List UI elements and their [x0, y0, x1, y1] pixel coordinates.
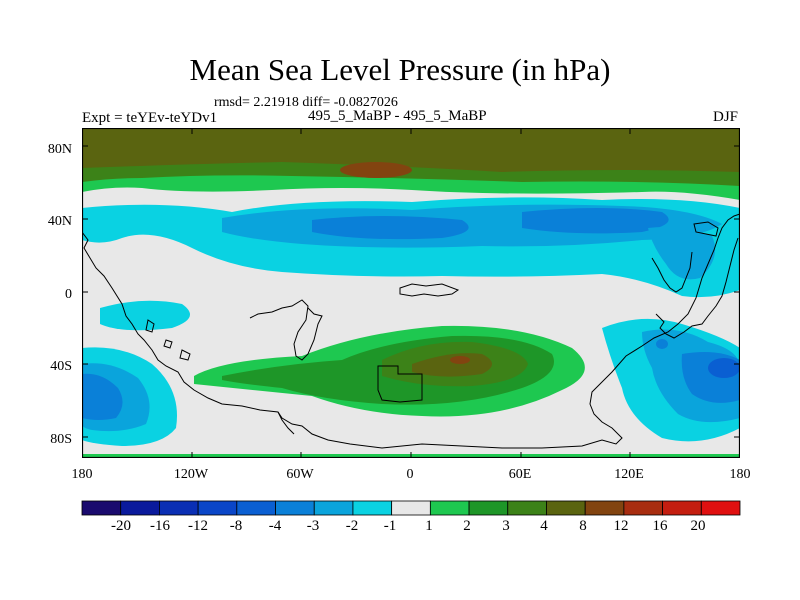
colorbar-label: -1 — [383, 518, 397, 534]
colorbar-cell — [313, 500, 354, 516]
colorbar-label: 20 — [690, 518, 706, 534]
lat-label-80s: 80S — [50, 432, 72, 447]
colorbar-label: -8 — [229, 518, 243, 534]
colorbar-label: 2 — [463, 518, 471, 534]
colorbar-label: 4 — [540, 518, 548, 534]
coastlines — [82, 213, 740, 449]
colorbar-label: -16 — [150, 518, 170, 534]
lon-label-120w: 120W — [173, 467, 209, 482]
midlatitude-low-band — [82, 197, 740, 331]
experiment-label: Expt = teYEv-teYDv1 — [82, 110, 218, 126]
colorbar-label: -3 — [306, 518, 320, 534]
southern-high — [194, 325, 585, 417]
comparison-label: 495_5_MaBP - 495_5_MaBP — [308, 108, 487, 124]
colorbar-cell — [584, 500, 625, 516]
colorbar-cell — [468, 500, 509, 516]
lon-label-0: 0 — [406, 467, 414, 482]
colorbar-label: -12 — [188, 518, 208, 534]
lon-label-180w: 180 — [71, 467, 93, 482]
arctic-high-band — [82, 128, 740, 200]
colorbar-cell — [236, 500, 276, 516]
colorbar-cell — [159, 500, 199, 516]
colorbar-label: 8 — [579, 518, 587, 534]
colorbar-label: -20 — [111, 518, 131, 534]
lat-label-eq: 0 — [65, 287, 72, 302]
colorbar-cell — [546, 500, 586, 516]
colorbar-label: -2 — [345, 518, 359, 534]
colorbar-label: -4 — [268, 518, 282, 534]
colorbar-label: 1 — [425, 518, 433, 534]
lon-label-180e: 180 — [729, 467, 751, 482]
season-label: DJF — [712, 109, 738, 125]
colorbar-cell — [623, 500, 663, 516]
plot-title: Mean Sea Level Pressure (in hPa) — [189, 52, 611, 87]
pressure-map — [82, 128, 740, 458]
colorbar-cell — [81, 500, 122, 516]
southwest-low — [82, 347, 177, 446]
colorbar-cell — [700, 500, 741, 516]
lon-label-60w: 60W — [286, 467, 314, 482]
lat-label-40n: 40N — [47, 214, 72, 229]
lat-label-40s: 40S — [50, 359, 72, 374]
colorbar-cell — [507, 500, 547, 516]
colorbar-cell — [352, 500, 393, 516]
colorbar-cell — [120, 500, 160, 516]
colorbar-cell — [275, 500, 315, 516]
colorbar-cell — [429, 500, 470, 516]
lon-label-60e: 60E — [508, 467, 532, 482]
colorbar-cell — [197, 500, 238, 516]
colorbar-label: 12 — [613, 518, 629, 534]
colorbar-label: 3 — [502, 518, 510, 534]
map-ticks — [82, 128, 740, 458]
stats-label: rmsd= 2.21918 diff= -0.0827026 — [214, 95, 398, 110]
colorbar-cell — [391, 500, 431, 516]
lat-label-80n: 80N — [47, 142, 72, 157]
lon-label-120e: 120E — [614, 467, 644, 482]
colorbar-label: 16 — [652, 518, 668, 534]
colorbar-cell — [662, 500, 702, 516]
